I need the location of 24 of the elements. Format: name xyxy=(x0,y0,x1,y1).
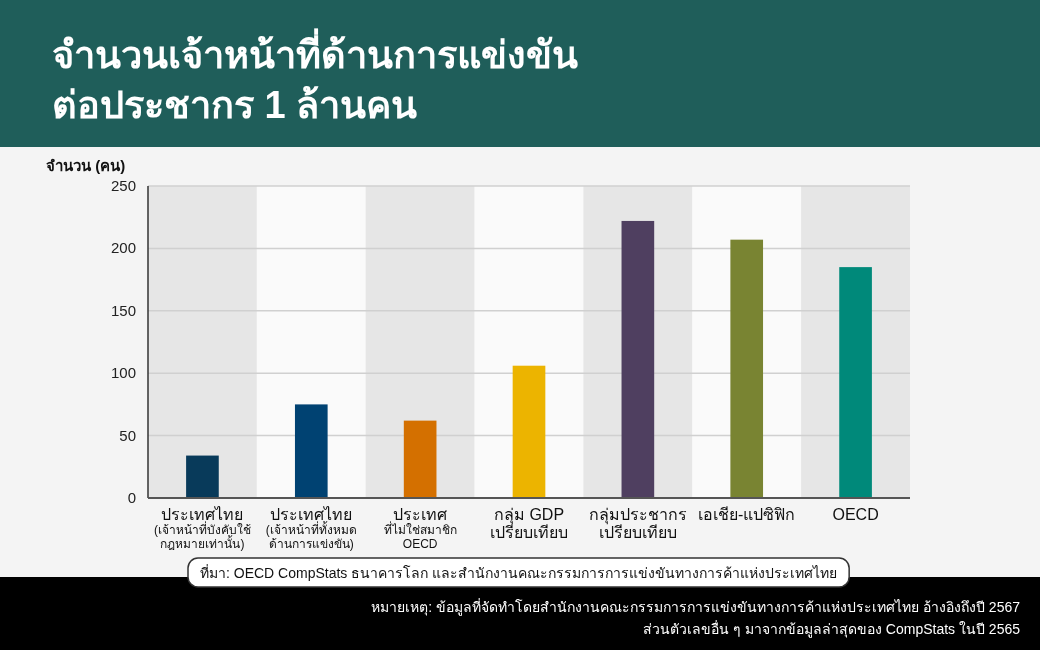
y-tick-label: 250 xyxy=(110,177,136,194)
bar xyxy=(621,220,655,498)
bar xyxy=(839,267,872,498)
x-tick-label: เอเชีย-แปซิฟิก xyxy=(698,506,796,523)
y-tick-label: 150 xyxy=(110,301,136,319)
text: ที่มา: OECD CompStats ธนาคารโลก และสำนักงานคณะกรรมการการแข่งขันทางการค้าแห่งประเทศไทย xyxy=(200,564,838,581)
y-tick-label: 0 xyxy=(127,489,136,506)
y-tick-label: 200 xyxy=(110,239,136,257)
y-tick-label: 100 xyxy=(110,364,136,382)
x-tick-label: ประเทศไทย (เจ้าหน้าที่ทั้งหมด ด้านการแข่งขัน) xyxy=(265,505,357,551)
x-tick-label: ประเทศ ที่ไม่ใช่สมาชิก OECD xyxy=(383,506,457,551)
bar xyxy=(294,404,328,498)
x-tick-label: กลุ่ม GDP เปรียบเทียบ xyxy=(490,506,568,541)
x-tick-label: OECD xyxy=(832,506,879,523)
bar xyxy=(730,239,764,498)
bar xyxy=(403,420,437,498)
text: หมายเหตุ: ข้อมูลที่จัดทำโดยสำนักงานคณะกรรมการการแข่งขันทางการค้าแห่งประเทศไทย อ้างอิงถึงปี 2567 ส่วนตัวเลขอื่น ๆ มาจากข้อมูลล่าสุดของ CompStats ในปี 2565 xyxy=(371,598,1021,638)
bar xyxy=(512,365,546,498)
x-tick-label: ประเทศไทย (เจ้าหน้าที่บังคับใช้ กฎหมายเท่านั้น) xyxy=(153,505,251,551)
y-axis-title: จำนวน (คน) xyxy=(46,157,126,174)
x-tick-label: กลุ่มประชากร เปรียบเทียบ xyxy=(588,506,687,541)
y-tick-label: 50 xyxy=(119,426,136,444)
chart-title: จำนวนเจ้าหน้าที่ด้านการแข่งขัน ต่อประชากร 1 ล้านคน xyxy=(52,28,578,126)
bar xyxy=(186,455,219,498)
